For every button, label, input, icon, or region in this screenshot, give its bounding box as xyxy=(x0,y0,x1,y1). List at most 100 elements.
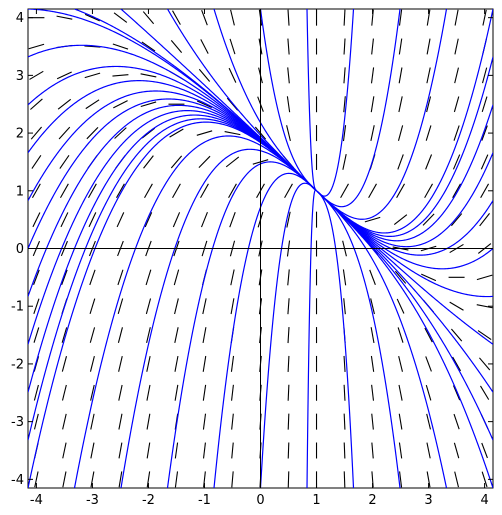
streamline-9 xyxy=(316,190,448,488)
field-dash-251 xyxy=(426,96,432,113)
ticks xyxy=(28,9,493,488)
field-dash-272 xyxy=(481,471,488,488)
x-tick-label: -2 xyxy=(142,493,155,508)
field-dash-241 xyxy=(425,384,432,401)
y-tick-label: 1 xyxy=(16,184,24,199)
field-dash-71 xyxy=(146,384,151,401)
field-dash-254 xyxy=(426,9,431,26)
field-dash-65 xyxy=(112,74,129,77)
field-dash-202 xyxy=(343,38,346,55)
field-dash-264 xyxy=(450,213,463,227)
field-dash-157 xyxy=(287,355,290,372)
field-dash-106 xyxy=(202,355,207,372)
streamline-39 xyxy=(28,118,317,441)
field-dash-36 xyxy=(90,413,95,430)
field-dash-88 xyxy=(174,384,179,401)
field-dash-188 xyxy=(343,442,346,459)
field-dash-52 xyxy=(118,442,123,459)
field-dash-248 xyxy=(424,183,433,199)
field-dash-115 xyxy=(196,100,213,108)
field-dash-118 xyxy=(201,9,208,26)
field-dash-5 xyxy=(33,327,40,343)
x-tick-label: -3 xyxy=(86,493,99,508)
field-dash-74 xyxy=(145,298,152,315)
field-dash-132 xyxy=(226,97,239,111)
field-dash-86 xyxy=(174,442,179,459)
x-tick-label: 3 xyxy=(424,493,432,508)
field-dash-275 xyxy=(480,385,490,400)
streamline-2 xyxy=(120,148,317,488)
field-dash-162 xyxy=(286,211,291,228)
field-dash-261 xyxy=(449,301,464,311)
field-dash-259 xyxy=(452,356,462,372)
field-dash-213 xyxy=(364,216,381,223)
field-dash-187 xyxy=(343,471,346,488)
x-tick-label: 2 xyxy=(368,493,376,508)
field-dash-160 xyxy=(287,269,290,286)
field-dash-222 xyxy=(398,442,403,459)
field-dash-84 xyxy=(142,11,155,25)
field-dash-209 xyxy=(370,327,375,344)
field-dash-233 xyxy=(397,125,404,141)
streamline-5 xyxy=(259,182,317,488)
field-dash-54 xyxy=(118,384,123,401)
field-dash-31 xyxy=(56,71,72,80)
y-tick-label: 2 xyxy=(16,127,24,142)
field-dash-221 xyxy=(399,471,403,488)
y-tick-label: -3 xyxy=(11,415,24,430)
field-dash-120 xyxy=(231,442,234,459)
field-dash-258 xyxy=(452,385,461,401)
field-dash-112 xyxy=(200,183,209,199)
streamline-0 xyxy=(28,121,317,488)
field-dash-81 xyxy=(140,101,157,108)
field-dash-111 xyxy=(200,212,208,228)
field-dash-102 xyxy=(203,471,206,488)
field-dash-92 xyxy=(173,269,180,286)
field-dash-34 xyxy=(90,471,95,488)
field-dash-190 xyxy=(343,384,346,401)
field-dash-90 xyxy=(174,327,179,344)
field-dash-103 xyxy=(202,442,206,459)
streamline-23 xyxy=(316,9,355,197)
field-dash-83 xyxy=(141,41,156,52)
field-dash-153 xyxy=(287,471,290,488)
field-dash-166 xyxy=(286,96,291,113)
field-dash-223 xyxy=(398,413,403,430)
field-dash-250 xyxy=(425,125,432,141)
field-dash-276 xyxy=(478,357,491,371)
field-dash-33 xyxy=(56,15,73,20)
field-dash-35 xyxy=(90,442,95,459)
field-dash-278 xyxy=(476,304,493,309)
field-dash-191 xyxy=(343,355,346,372)
field-dash-12 xyxy=(30,126,43,140)
field-dash-277 xyxy=(477,330,492,341)
field-dash-50 xyxy=(84,13,100,22)
field-dash-4 xyxy=(33,356,40,372)
streamline-24 xyxy=(306,9,317,191)
field-dash-39 xyxy=(89,327,96,343)
field-dash-119 xyxy=(231,471,234,488)
field-dash-64 xyxy=(113,100,128,109)
field-dash-14 xyxy=(29,70,44,80)
field-dash-194 xyxy=(342,269,347,286)
field-dash-95 xyxy=(172,183,181,199)
streamline-3 xyxy=(166,161,317,488)
field-dash-121 xyxy=(231,413,234,430)
field-dash-242 xyxy=(425,356,432,372)
field-dash-75 xyxy=(145,269,152,286)
field-dash-28 xyxy=(59,155,70,169)
field-dash-68 xyxy=(146,471,151,488)
x-tick-label: -4 xyxy=(30,493,43,508)
field-dash-231 xyxy=(396,183,405,199)
y-tick-label: -2 xyxy=(11,357,24,372)
field-dash-10 xyxy=(31,183,41,199)
y-tick-label: 3 xyxy=(16,69,24,84)
field-dash-77 xyxy=(144,212,153,228)
field-dash-94 xyxy=(172,212,181,228)
field-dash-27 xyxy=(59,183,69,199)
field-dash-156 xyxy=(287,384,290,401)
field-dash-240 xyxy=(426,413,431,430)
field-dash-252 xyxy=(426,67,431,84)
field-dash-69 xyxy=(146,442,151,459)
